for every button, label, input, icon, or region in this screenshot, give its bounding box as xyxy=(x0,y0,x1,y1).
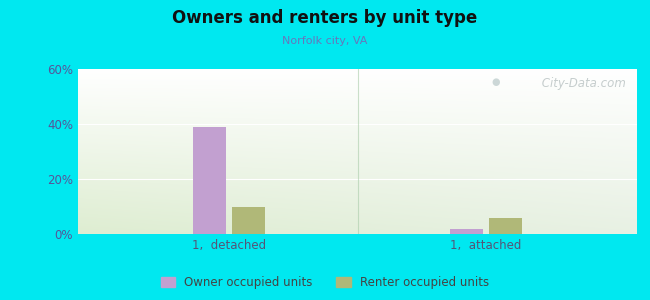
Bar xyxy=(450,229,483,234)
Text: City-Data.com: City-Data.com xyxy=(538,77,626,90)
Bar xyxy=(192,127,226,234)
Bar xyxy=(232,206,265,234)
Bar xyxy=(489,218,523,234)
Text: Owners and renters by unit type: Owners and renters by unit type xyxy=(172,9,478,27)
Text: ●: ● xyxy=(491,77,500,87)
Text: Norfolk city, VA: Norfolk city, VA xyxy=(282,36,368,46)
Legend: Owner occupied units, Renter occupied units: Owner occupied units, Renter occupied un… xyxy=(156,272,494,294)
